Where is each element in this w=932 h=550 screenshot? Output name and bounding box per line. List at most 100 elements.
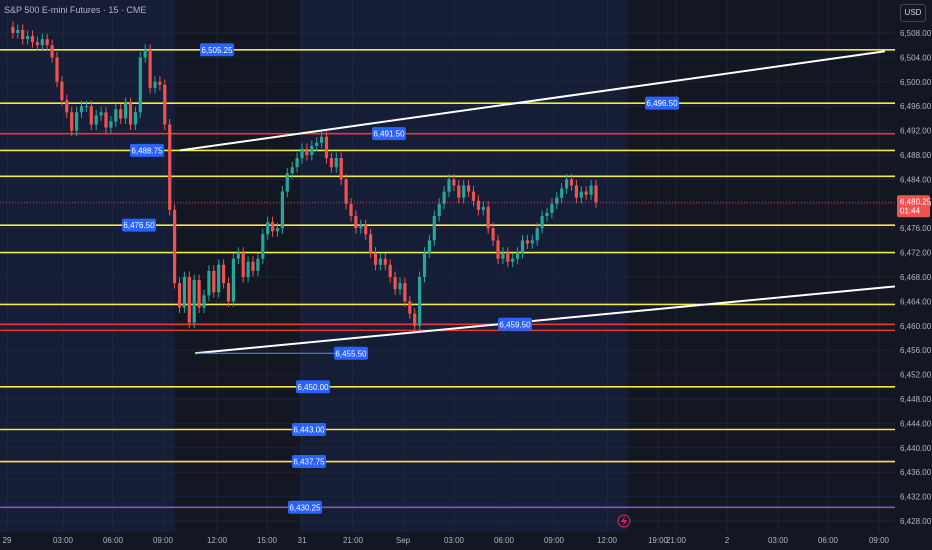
price-tick-label: 6,432.00 [900, 493, 932, 502]
candle-body [124, 103, 128, 119]
candle-body [491, 228, 495, 241]
candle-body [89, 106, 93, 125]
candle-body [114, 109, 118, 122]
level-label-text: 6,430.25 [289, 503, 321, 512]
candle-body [471, 191, 476, 201]
time-tick-label: 19:00 [648, 536, 669, 545]
candle-body [320, 136, 324, 143]
candle-body [393, 277, 397, 290]
candle-body [26, 36, 30, 40]
candle-body [192, 280, 196, 323]
candle-body [496, 240, 500, 259]
currency-button[interactable]: USD [900, 4, 926, 22]
session-band [0, 0, 175, 532]
candlesticks [11, 21, 598, 332]
candle-body [481, 206, 485, 210]
price-tick-label: 6,500.00 [900, 78, 932, 87]
lightning-icon-bolt [621, 516, 627, 526]
candle-body [173, 209, 177, 284]
price-axis-bg [895, 0, 932, 550]
price-tick-label: 6,448.00 [900, 395, 932, 404]
symbol-header: S&P 500 E-mini Futures · 15 · CME [0, 0, 880, 20]
lower-trendline[interactable] [194, 285, 899, 355]
price-tick-label: 6,492.00 [900, 127, 932, 136]
candle-body [55, 57, 59, 82]
time-tick-label: 12:00 [207, 536, 228, 545]
time-tick-label: 06:00 [103, 536, 124, 545]
level-label-text: 6,450.00 [297, 383, 329, 392]
candle-body [266, 222, 270, 235]
candle-body [217, 264, 221, 293]
candle-body [589, 185, 593, 195]
session-band [300, 0, 628, 532]
price-tick-label: 6,468.00 [900, 273, 932, 282]
candle-body [163, 84, 167, 125]
session-shading [0, 0, 628, 532]
level-label-box [334, 346, 368, 360]
trendlines[interactable] [179, 50, 899, 355]
price-tick-label: 6,464.00 [900, 297, 932, 306]
candle-body [403, 283, 407, 302]
candle-body [442, 191, 446, 204]
level-label-box [372, 127, 406, 141]
candle-body [94, 115, 98, 125]
candle-body [133, 112, 137, 125]
level-label-box [292, 455, 326, 469]
candle-body [271, 222, 275, 232]
level-label-box [122, 218, 156, 232]
candle-body [280, 191, 284, 229]
candle-body [329, 158, 333, 168]
time-tick-label: 21:00 [666, 536, 687, 545]
candle-body [574, 185, 578, 198]
candle-body [516, 252, 520, 259]
candle-body [560, 188, 564, 198]
current-price-tag[interactable] [897, 195, 930, 218]
candle-body [128, 103, 133, 125]
candle-body [153, 81, 157, 88]
candle-body [550, 203, 554, 213]
level-label-text: 6,437.75 [293, 458, 325, 467]
lightning-icon[interactable] [617, 514, 631, 528]
candle-body [545, 212, 549, 216]
candle-body [45, 39, 49, 46]
level-label-text: 6,491.50 [373, 130, 405, 139]
candle-body [486, 206, 490, 229]
candle-body [506, 252, 510, 262]
time-axis-bg [0, 532, 932, 550]
candle-body [241, 252, 245, 277]
candle-body [427, 240, 431, 253]
candle-body [339, 158, 343, 180]
level-label-box [288, 500, 322, 514]
candle-body [369, 234, 373, 253]
candle-body [177, 283, 182, 308]
candle-body [197, 280, 201, 308]
candle-body [413, 313, 417, 326]
level-label-text: 6,505.25 [201, 46, 233, 55]
candle-body [109, 121, 113, 128]
candle-body [408, 301, 412, 314]
upper-trendline[interactable] [179, 50, 886, 152]
level-label-text: 6,488.75 [131, 146, 163, 155]
candle-body [398, 283, 402, 290]
candle-body [231, 258, 235, 302]
candle-body [60, 81, 64, 101]
candle-body [285, 173, 289, 192]
price-tick-label: 6,496.00 [900, 102, 932, 111]
candle-body [359, 225, 363, 229]
time-tick-label: 15:00 [257, 536, 278, 545]
candle-body [168, 124, 172, 210]
candle-body [207, 270, 211, 296]
candle-body [182, 277, 186, 308]
candle-body [275, 228, 280, 232]
time-tick-label: 06:00 [818, 536, 839, 545]
candle-body [30, 36, 35, 43]
candle-body [437, 203, 441, 216]
price-tick-label: 6,440.00 [900, 444, 932, 453]
candle-body [530, 240, 534, 244]
level-label-text: 6,496.50 [646, 99, 678, 108]
candle-body [104, 112, 108, 128]
horizontal-levels[interactable] [0, 48, 895, 509]
